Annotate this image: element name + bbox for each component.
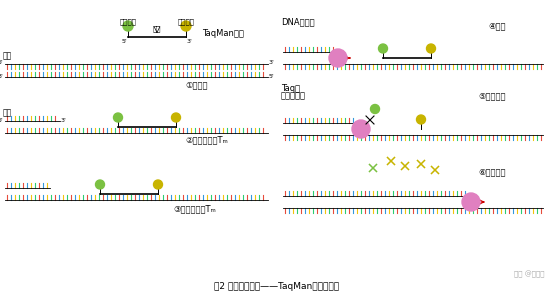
- Text: 外切酶活性: 外切酶活性: [281, 91, 306, 100]
- Circle shape: [371, 104, 379, 113]
- Circle shape: [426, 44, 436, 53]
- Circle shape: [181, 21, 191, 31]
- Text: 5': 5': [269, 73, 275, 78]
- Circle shape: [154, 180, 163, 189]
- Text: 图2 荧光化学方法——TaqMan探针标记法: 图2 荧光化学方法——TaqMan探针标记法: [214, 282, 339, 291]
- Text: 报告基团: 报告基团: [119, 18, 137, 25]
- Circle shape: [352, 120, 370, 138]
- Circle shape: [171, 113, 180, 122]
- Circle shape: [462, 193, 480, 211]
- Circle shape: [378, 44, 388, 53]
- Text: TaqMan探针: TaqMan探针: [202, 30, 244, 38]
- Text: 3': 3': [269, 60, 275, 65]
- Text: ③退火至引物Tₘ: ③退火至引物Tₘ: [173, 204, 216, 213]
- Text: 引物: 引物: [3, 108, 12, 117]
- Circle shape: [96, 180, 105, 189]
- Text: 淬灭基团: 淬灭基团: [178, 18, 195, 25]
- Circle shape: [416, 115, 425, 124]
- Text: 3': 3': [187, 39, 193, 44]
- Circle shape: [123, 21, 133, 31]
- Text: 3': 3': [61, 118, 67, 123]
- Text: ②退火至探针Tₘ: ②退火至探针Tₘ: [185, 135, 228, 144]
- Text: 5': 5': [121, 39, 127, 44]
- Text: 知乎 @魏思远: 知乎 @魏思远: [514, 271, 545, 278]
- Text: 引物: 引物: [3, 51, 12, 60]
- Circle shape: [113, 113, 123, 122]
- Text: ①热变性: ①热变性: [185, 80, 207, 89]
- Text: Taq酶: Taq酶: [281, 84, 300, 93]
- Text: ⑥继续扩增: ⑥继续扩增: [478, 167, 505, 176]
- Text: ⑤遇到探针: ⑤遇到探针: [478, 91, 505, 100]
- Text: 5': 5': [0, 118, 3, 123]
- Text: 探针: 探针: [153, 25, 161, 32]
- Text: DNA聚合酶: DNA聚合酶: [281, 17, 315, 26]
- Text: ④延伸: ④延伸: [488, 21, 505, 30]
- Text: 5': 5': [0, 60, 3, 65]
- Circle shape: [329, 49, 347, 67]
- Text: 3': 3': [0, 73, 3, 78]
